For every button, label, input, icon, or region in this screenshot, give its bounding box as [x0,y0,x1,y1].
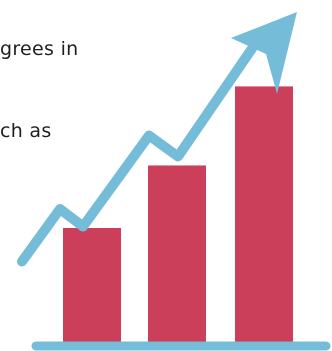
body-text-line-1: grees in [0,38,79,60]
bar-3 [235,86,293,347]
bar-1 [63,228,121,346]
bar-2 [148,165,206,346]
trend-line [17,29,267,267]
bar-group [63,86,293,347]
trend-arrow-head [231,12,297,94]
body-text-line-2: ch as [0,120,52,142]
